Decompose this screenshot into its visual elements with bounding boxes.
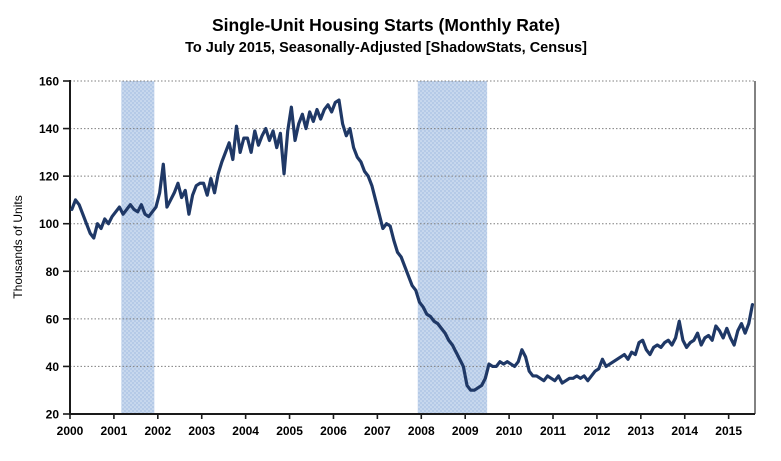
- x-tick-label: 2015: [715, 424, 742, 438]
- x-tick-label: 2003: [188, 424, 215, 438]
- x-tick-label: 2002: [144, 424, 171, 438]
- gridlines: [70, 80, 755, 367]
- chart-title: Single-Unit Housing Starts (Monthly Rate…: [212, 15, 560, 35]
- y-axis-title: Thousands of Units: [11, 195, 25, 298]
- x-tick-label: 2004: [232, 424, 259, 438]
- recession-band: [121, 81, 155, 414]
- x-tick-label: 2005: [276, 424, 303, 438]
- y-tick-label: 140: [39, 122, 59, 136]
- housing-starts-data-line: [70, 98, 755, 392]
- y-tick-label: 100: [39, 217, 59, 231]
- x-tick-label: 2007: [364, 424, 391, 438]
- recession-shading-bands: [121, 81, 488, 414]
- x-axis-ticks: 2000 2001 2002 2003 2004 2005 2006 2007 2008 2009…: [57, 414, 742, 438]
- axes-frame: [69, 80, 756, 415]
- y-tick-label: 80: [46, 265, 60, 279]
- y-tick-label: 40: [46, 360, 60, 374]
- y-tick-label: 60: [46, 312, 60, 326]
- x-tick-label: 2011: [540, 424, 566, 438]
- recession-band: [417, 81, 488, 414]
- x-tick-label: 2012: [584, 424, 611, 438]
- y-tick-label: 160: [39, 75, 59, 89]
- x-tick-label: 2001: [101, 424, 128, 438]
- y-tick-label: 20: [46, 408, 60, 422]
- y-tick-label: 120: [39, 170, 59, 184]
- chart-subtitle: To July 2015, Seasonally-Adjusted [Shado…: [185, 40, 587, 56]
- y-axis-ticks: 20 40 60 80 100 120 140 160: [39, 75, 70, 422]
- x-tick-label: 2010: [496, 424, 523, 438]
- x-tick-label: 2013: [627, 424, 654, 438]
- x-tick-label: 2014: [671, 424, 698, 438]
- x-tick-label: 2000: [57, 424, 84, 438]
- x-tick-label: 2008: [408, 424, 435, 438]
- x-tick-label: 2009: [452, 424, 479, 438]
- x-tick-label: 2006: [320, 424, 347, 438]
